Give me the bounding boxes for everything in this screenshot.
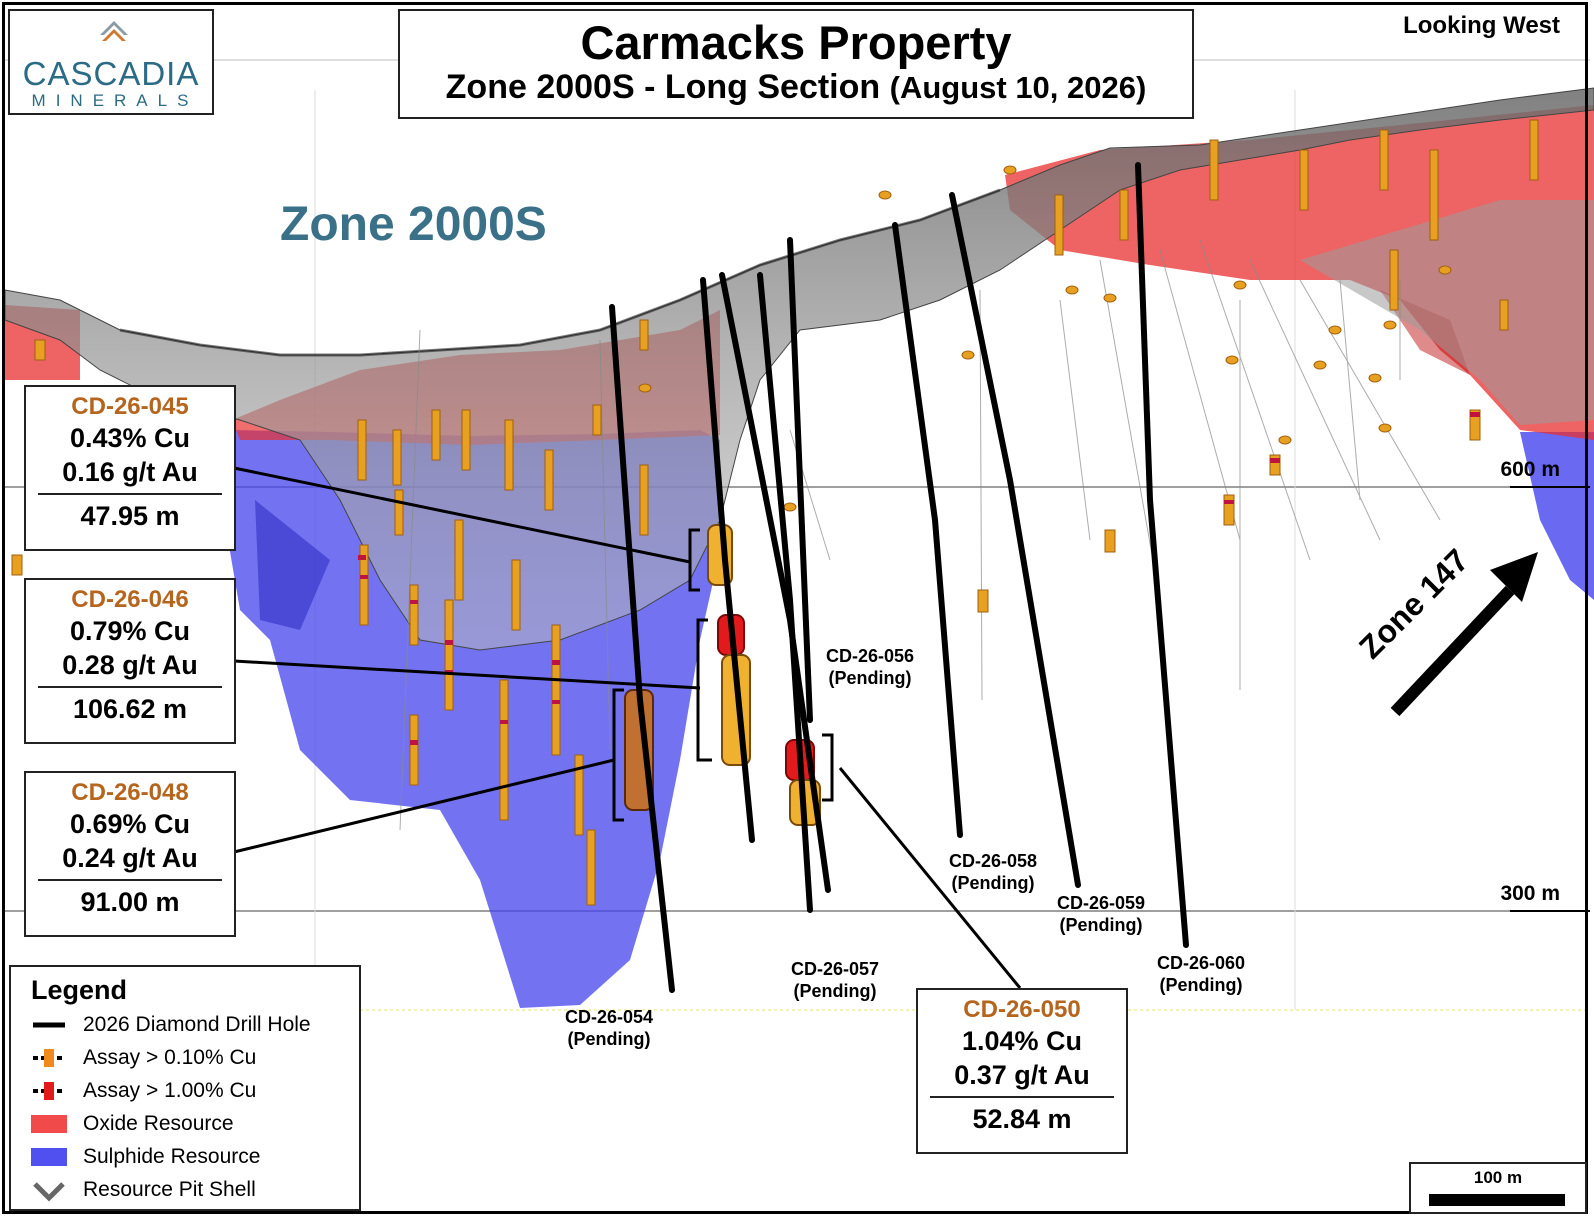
hole-id: CD-26-057 [790, 959, 880, 979]
legend-label: Resource Pit Shell [83, 1177, 256, 1201]
legend-label: 2026 Diamond Drill Hole [83, 1012, 311, 1036]
copper-grade: 1.04% Cu [961, 1026, 1083, 1056]
scale-bar: 100 m [1409, 1162, 1587, 1214]
legend-item: 2026 Diamond Drill Hole [11, 1008, 359, 1041]
legend-title: Legend [31, 975, 128, 1005]
legend-item: Assay > 0.10% Cu [11, 1041, 359, 1074]
legend-label: Sulphide Resource [83, 1144, 261, 1168]
title-date: (August 10, 2026) [889, 70, 1147, 105]
orange-assay-icon [31, 1046, 67, 1070]
hole-id: CD-26-058 [948, 851, 1038, 871]
hole-label: CD-26-058 (Pending) [938, 850, 1048, 894]
hole-label: CD-26-059 (Pending) [1046, 892, 1156, 936]
hole-id: CD-26-048 [71, 779, 189, 806]
title-line-1: Carmacks Property [580, 16, 1012, 69]
drill-hole-cd-26-060 [1135, 162, 1189, 948]
intercept-callout: CD-26-050 1.04% Cu 0.37 g/t Au 52.84 m [916, 988, 1128, 1154]
hole-id: CD-26-045 [71, 393, 189, 420]
legend-label: Assay > 0.10% Cu [83, 1045, 257, 1069]
logo-name: CASCADIA [22, 55, 200, 92]
red-swatch-icon [31, 1114, 67, 1133]
hole-status: (Pending) [951, 873, 1035, 893]
intercept-length: 47.95 m [80, 501, 180, 531]
intercept-callout: CD-26-048 0.69% Cu 0.24 g/t Au 91.00 m [24, 771, 236, 937]
hole-status: (Pending) [793, 981, 877, 1001]
legend-item: Oxide Resource [11, 1107, 359, 1140]
drill-hole-cd-26-058 [892, 222, 963, 838]
drill-hole-cd-26-059 [949, 192, 1081, 888]
logo-sub: MINERALS [31, 91, 199, 110]
red-assay-icon [31, 1079, 67, 1103]
intercept-length: 106.62 m [72, 694, 188, 724]
intercept-length: 91.00 m [80, 887, 180, 917]
hole-label: CD-26-057 (Pending) [780, 958, 890, 1002]
title-line-2: Zone 2000S - Long Section (August 10, 20… [400, 68, 1192, 107]
intercept-callout: CD-26-046 0.79% Cu 0.28 g/t Au 106.62 m [24, 578, 236, 744]
hole-id: CD-26-060 [1156, 953, 1246, 973]
scale-bar-graphic [1429, 1194, 1565, 1206]
legend-item: Sulphide Resource [11, 1140, 359, 1173]
view-direction: Looking West [1403, 12, 1560, 39]
diamond-drill-holes [609, 162, 1189, 993]
legend-label: Oxide Resource [83, 1111, 234, 1135]
title-section: Zone 2000S - Long Section [445, 68, 881, 106]
callout-leaders [233, 466, 1022, 989]
historic-drill-traces [399, 239, 1441, 831]
hole-id: CD-26-054 [564, 1007, 654, 1027]
zone-147-arrow [1390, 552, 1538, 717]
hole-status: (Pending) [1159, 975, 1243, 995]
hole-status: (Pending) [567, 1029, 651, 1049]
legend-item: Assay > 1.00% Cu [11, 1074, 359, 1107]
hole-id: CD-26-059 [1056, 893, 1146, 913]
assay-intervals [11, 119, 1539, 906]
hole-status: (Pending) [828, 668, 912, 688]
copper-grade: 0.79% Cu [69, 616, 191, 646]
blue-swatch-icon [31, 1147, 67, 1166]
copper-grade: 0.43% Cu [69, 423, 191, 453]
hole-label: CD-26-054 (Pending) [554, 1006, 664, 1050]
elevation-300: 300 m [1500, 882, 1560, 905]
hole-label: CD-26-056 (Pending) [815, 645, 925, 689]
pit-shell-chevron-icon [31, 1178, 67, 1202]
gold-grade: 0.16 g/t Au [62, 457, 198, 487]
scale-label: 100 m [1473, 1168, 1523, 1187]
gold-grade: 0.37 g/t Au [954, 1060, 1090, 1090]
zone-label: Zone 2000S [280, 198, 547, 251]
company-logo: CASCADIA MINERALS [8, 9, 214, 115]
copper-grade: 0.69% Cu [69, 809, 191, 839]
legend-item: Resource Pit Shell [11, 1173, 359, 1206]
hole-label: CD-26-060 (Pending) [1146, 952, 1256, 996]
legend: Legend 2026 Diamond Drill Hole Assay > 0… [9, 965, 361, 1211]
hole-status: (Pending) [1059, 915, 1143, 935]
gold-grade: 0.28 g/t Au [62, 650, 198, 680]
hole-id: CD-26-046 [71, 586, 189, 613]
title-box: Carmacks Property Zone 2000S - Long Sect… [398, 9, 1194, 119]
mountain-logo-icon [100, 21, 128, 41]
gold-grade: 0.24 g/t Au [62, 843, 198, 873]
drill-hole-line-icon [31, 1013, 67, 1037]
legend-label: Assay > 1.00% Cu [83, 1078, 257, 1102]
hole-id: CD-26-050 [963, 996, 1081, 1023]
elevation-600: 600 m [1500, 458, 1560, 481]
intercept-length: 52.84 m [972, 1104, 1072, 1134]
hole-id: CD-26-056 [825, 646, 915, 666]
intercept-callout: CD-26-045 0.43% Cu 0.16 g/t Au 47.95 m [24, 385, 236, 551]
drill-hole-cd-26-054 [609, 304, 675, 993]
